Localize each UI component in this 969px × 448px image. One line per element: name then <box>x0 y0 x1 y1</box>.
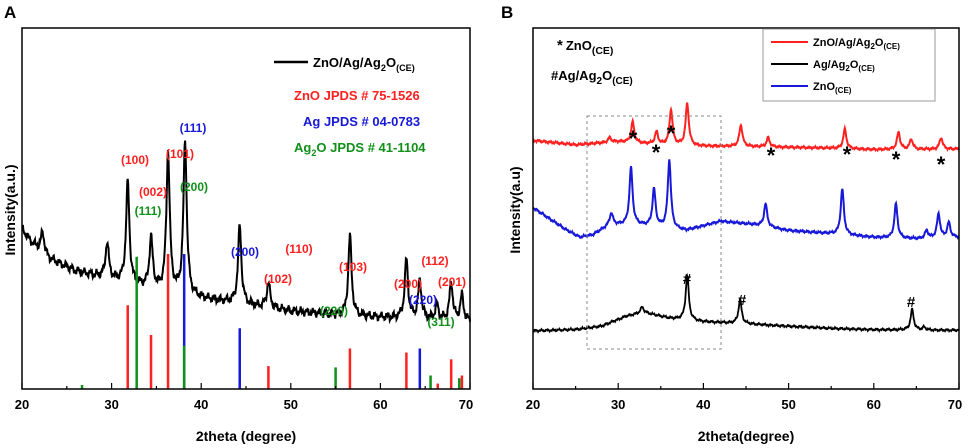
peak-label: (002) <box>139 185 167 199</box>
panel-b-tick-label: 60 <box>867 397 881 412</box>
panel-a-legend: ZnO/Ag/Ag2O(CE) ZnO JPDS # 75-1526 Ag JP… <box>274 55 426 158</box>
star-marker: * <box>629 126 638 151</box>
panel-a-tick-label: 30 <box>104 397 118 412</box>
star-marker: * <box>652 140 661 165</box>
peak-label: (102) <box>264 272 292 286</box>
panel-a-tick-label: 40 <box>194 397 208 412</box>
peak-label: (112) <box>421 254 448 268</box>
panel-b-tick-label: 40 <box>696 397 710 412</box>
peak-label: (101) <box>166 147 194 161</box>
legend-entry-ag-ag2o: Ag/Ag2O(CE) <box>813 59 875 73</box>
hash-marker: # <box>683 271 692 288</box>
panel-a-peak-labels: (111) (100) (101) (002) (200) (111) (200… <box>121 121 466 329</box>
panel-a-letter: A <box>4 3 16 22</box>
panel-a-legend-sample: ZnO/Ag/Ag2O(CE) <box>313 55 415 73</box>
panel-a-tick-label: 20 <box>15 397 29 412</box>
panel-b-tick-label: 30 <box>611 397 625 412</box>
peak-label: (311) <box>427 315 454 329</box>
peak-label: (200) <box>231 245 259 259</box>
panel-b-tick-label: 70 <box>948 397 962 412</box>
panel-a: A 20 30 40 50 60 70 2theta (degree) Inte… <box>2 3 473 444</box>
peak-label: (200) <box>394 277 422 291</box>
ag-ag2o-key: #Ag/Ag2O(CE) <box>551 68 633 87</box>
peak-label: (201) <box>438 275 466 289</box>
legend-entry-zno-ag-ag2o: ZnO/Ag/Ag2O(CE) <box>813 37 900 51</box>
peak-label: (110) <box>285 242 312 256</box>
peak-label: (200) <box>180 180 208 194</box>
panel-b-curves <box>532 102 960 334</box>
zno-key: * ZnO(CE) <box>557 37 613 57</box>
peak-label: (111) <box>180 121 207 135</box>
panel-b-zno-curve <box>532 159 960 241</box>
hash-marker: # <box>907 294 916 311</box>
peak-label: (100) <box>121 153 149 167</box>
panel-b-x-ticks <box>532 383 960 389</box>
star-marker: * <box>937 152 946 177</box>
star-marker: * <box>843 142 852 167</box>
peak-label: (220) <box>409 293 437 307</box>
peak-label: (220) <box>320 304 348 318</box>
panel-a-reference-lines <box>80 254 464 389</box>
panel-a-tick-label: 50 <box>284 397 298 412</box>
panel-b-x-axis-title: 2theta(degree) <box>698 428 794 444</box>
peak-label: (103) <box>339 260 367 274</box>
panel-b-tick-label: 20 <box>526 397 540 412</box>
panel-a-x-axis-title: 2theta (degree) <box>196 428 296 444</box>
panel-a-legend-zno-ref: ZnO JPDS # 75-1526 <box>294 88 420 103</box>
panel-a-tick-label: 70 <box>459 397 473 412</box>
hash-marker: # <box>738 292 747 309</box>
star-marker: * <box>667 121 676 146</box>
star-marker: * <box>892 147 901 172</box>
panel-a-legend-ag-ref: Ag JPDS # 04-0783 <box>303 114 420 129</box>
panel-a-sample-curve <box>21 140 471 325</box>
star-marker: * <box>767 143 776 168</box>
panel-b-peak-markers: * * * * * * * # # # <box>629 121 946 311</box>
panel-b-letter: B <box>501 3 513 22</box>
panel-b-tick-labels: 20 30 40 50 60 70 <box>526 397 962 412</box>
panel-b-legend: ZnO/Ag/Ag2O(CE) Ag/Ag2O(CE) ZnO(CE) <box>762 28 936 102</box>
panel-b-zoom-box <box>586 115 722 350</box>
panel-b: B 20 30 40 50 60 70 2theta(degree) Inten… <box>501 3 962 444</box>
panel-a-tick-labels: 20 30 40 50 60 70 <box>15 397 473 412</box>
panel-b-symbol-key: * ZnO(CE) #Ag/Ag2O(CE) <box>551 37 633 87</box>
panel-b-tick-label: 50 <box>781 397 795 412</box>
panel-b-y-axis-title: Intensity(a.u) <box>507 166 523 253</box>
panel-a-curves <box>21 140 471 389</box>
panel-b-zno-ag-ag2o-curve <box>532 102 960 153</box>
panel-b-ag-ag2o-curve <box>532 272 960 334</box>
panel-a-y-axis-title: Intensity(a.u.) <box>2 164 18 255</box>
panel-a-legend-ag2o-ref: Ag2O JPDS # 41-1104 <box>294 140 426 158</box>
peak-label: (111) <box>135 204 162 218</box>
panel-a-frame <box>21 27 471 390</box>
legend-entry-zno: ZnO(CE) <box>813 81 852 95</box>
panel-a-tick-label: 60 <box>373 397 387 412</box>
panel-a-x-ticks <box>21 383 471 389</box>
